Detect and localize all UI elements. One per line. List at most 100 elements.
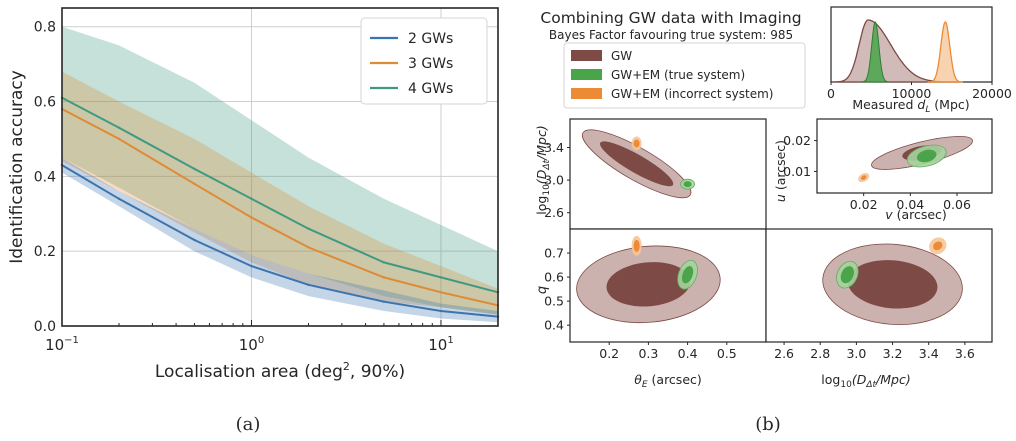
y-tick-label: 0.7 (544, 246, 564, 261)
point-3-gws (382, 276, 386, 279)
x-tick-labels: 10−1 100 101 (45, 335, 454, 354)
dl-histogram: 0 10000 20000 Measured dL (Mpc) (827, 6, 1012, 115)
point-2-gws (117, 197, 121, 200)
x-axis-label: Localisation area (deg2, 90%) (155, 360, 405, 382)
x-tick-label: 100 (239, 335, 264, 354)
logD-y-label: log10(DΔt/Mpc) (534, 125, 552, 214)
x-tick-label: 3.0 (846, 346, 866, 361)
true-contour-inner (916, 149, 937, 163)
corner-plot: Combining GW data with Imaging Bayes Fac… (534, 6, 1012, 390)
y-tick-label: 3.0 (544, 173, 564, 188)
corner-legend-label: GW (611, 49, 632, 63)
point-3-gws (117, 137, 121, 141)
band-2-gws (62, 157, 498, 323)
true-contour-inner (840, 266, 854, 284)
x-tick-label: 0.5 (717, 346, 737, 361)
y-tick-labels: 0.0 0.2 0.4 0.6 0.8 (34, 20, 56, 335)
hist-x-label: Measured dL (Mpc) (852, 97, 969, 115)
point-4-gws (117, 126, 121, 129)
panel-theta_vs_q: 0.4 0.5 0.6 0.7 0.2 0.3 0.4 0.5 (544, 228, 767, 361)
legend-label: 4 GWs (408, 81, 453, 97)
legend-label: 2 GWs (408, 31, 453, 47)
point-4-gws (439, 276, 443, 279)
y-axis-label: Identification accuracy (7, 70, 27, 264)
point-3-gws (250, 216, 253, 219)
point-2-gws (307, 283, 310, 287)
corner-title: Combining GW data with Imaging (540, 9, 801, 27)
legend: 2 GWs 3 GWs 4 GWs (360, 17, 488, 105)
y-tick-label: 0.4 (544, 318, 564, 333)
y-tick-label: 3.4 (544, 140, 564, 155)
y-tick-label: 0.2 (34, 244, 56, 260)
line-2-gws (61, 164, 499, 318)
x-tick-label: 0.02 (850, 197, 878, 212)
hist-tick-label: 20000 (972, 86, 1012, 101)
x-tick-exponent: 1 (447, 335, 453, 346)
x-tick-label: 3.2 (883, 346, 903, 361)
panel-theta_vs_logD: 2.6 3.0 3.4 (544, 118, 767, 230)
series-lines (60, 96, 500, 318)
x-tick-label: 0.3 (638, 346, 658, 361)
incorrect-contour-inner (633, 239, 640, 252)
y-tick-label: 0.5 (544, 294, 564, 309)
hist-incorrect-system (927, 21, 963, 83)
point-3-gws (307, 246, 310, 249)
theta-x-label: θE (arcsec) (634, 372, 702, 390)
legend-box (360, 17, 488, 105)
point-4-gws (307, 227, 310, 230)
hist-tick-label: 0 (827, 86, 835, 101)
x-tick-label: 3.6 (955, 346, 975, 361)
corner-legend-label: GW+EM (incorrect system) (611, 87, 774, 101)
gw-contour-inner (847, 260, 938, 309)
legend-label: 3 GWs (408, 56, 453, 72)
v-x-label: v (arcsec) (885, 207, 947, 222)
x-tick-label: 2.8 (810, 346, 830, 361)
true-contour-inner (681, 266, 694, 284)
x-tick-exponent: −1 (64, 335, 79, 346)
panel-v_vs_u: 0.01 0.02 0.02 0.04 0.06 (783, 118, 993, 212)
point-2-gws (193, 238, 196, 242)
y-tick-label: 2.6 (544, 205, 564, 220)
x-tick-label: 101 (428, 335, 453, 354)
logD-x-label: log10(DΔt/Mpc) (821, 372, 910, 390)
line-4-gws (61, 96, 499, 294)
plot-frame (61, 7, 499, 327)
gw-contour-inner (606, 262, 691, 307)
x-tick-label: 0.06 (943, 197, 971, 212)
point-4-gws (250, 197, 253, 200)
caption-a: (a) (236, 414, 261, 435)
y-tick-label: 0.02 (783, 133, 811, 148)
corner-legend-label: GW+EM (true system) (611, 68, 745, 82)
incorrect-contour-inner (633, 139, 640, 148)
x-tick-exponent: 0 (258, 335, 264, 346)
caption-b: (b) (755, 414, 781, 435)
point-3-gws (439, 291, 443, 294)
x-tick-label: 0.04 (896, 197, 924, 212)
hist-distributions (832, 19, 963, 83)
x-tick-label: 0.2 (599, 346, 619, 361)
x-tick-base: 10 (428, 336, 447, 354)
hist-true-system (860, 21, 890, 83)
panel-logD_vs_q: 2.6 2.8 3.0 3.2 3.4 3.6 (765, 228, 993, 361)
point-2-gws (382, 300, 386, 303)
panel-frame (816, 118, 993, 194)
y-tick-label: 0.01 (783, 164, 811, 179)
y-tick-label: 0.6 (34, 95, 56, 111)
legend-patch-2 (571, 69, 602, 80)
x-tick-label: 3.4 (919, 346, 939, 361)
hist-tick-labels: 0 10000 20000 (827, 82, 1012, 101)
true-contour-inner (683, 181, 692, 188)
point-2-gws (439, 309, 443, 313)
x-tick-base: 10 (239, 336, 258, 354)
y-tick-label: 0.8 (34, 20, 56, 36)
corner-legend-box (563, 42, 806, 109)
accuracy-chart: 0.00.20.40.60.8 10−1 100 101 Identificatio… (7, 7, 500, 382)
point-4-gws (193, 167, 196, 171)
legend-patch-1 (571, 50, 602, 61)
q-y-label: q (535, 286, 550, 294)
incorrect-contour-inner (860, 175, 867, 180)
x-tick-label: 10−1 (45, 335, 79, 354)
corner-subtitle: Bayes Factor favouring true system: 985 (549, 28, 793, 42)
gw-contour-inner (599, 141, 674, 187)
contour-panels: 2.63.03.40.010.020.02 0.04 0.060.40.50.60.… (544, 118, 993, 361)
